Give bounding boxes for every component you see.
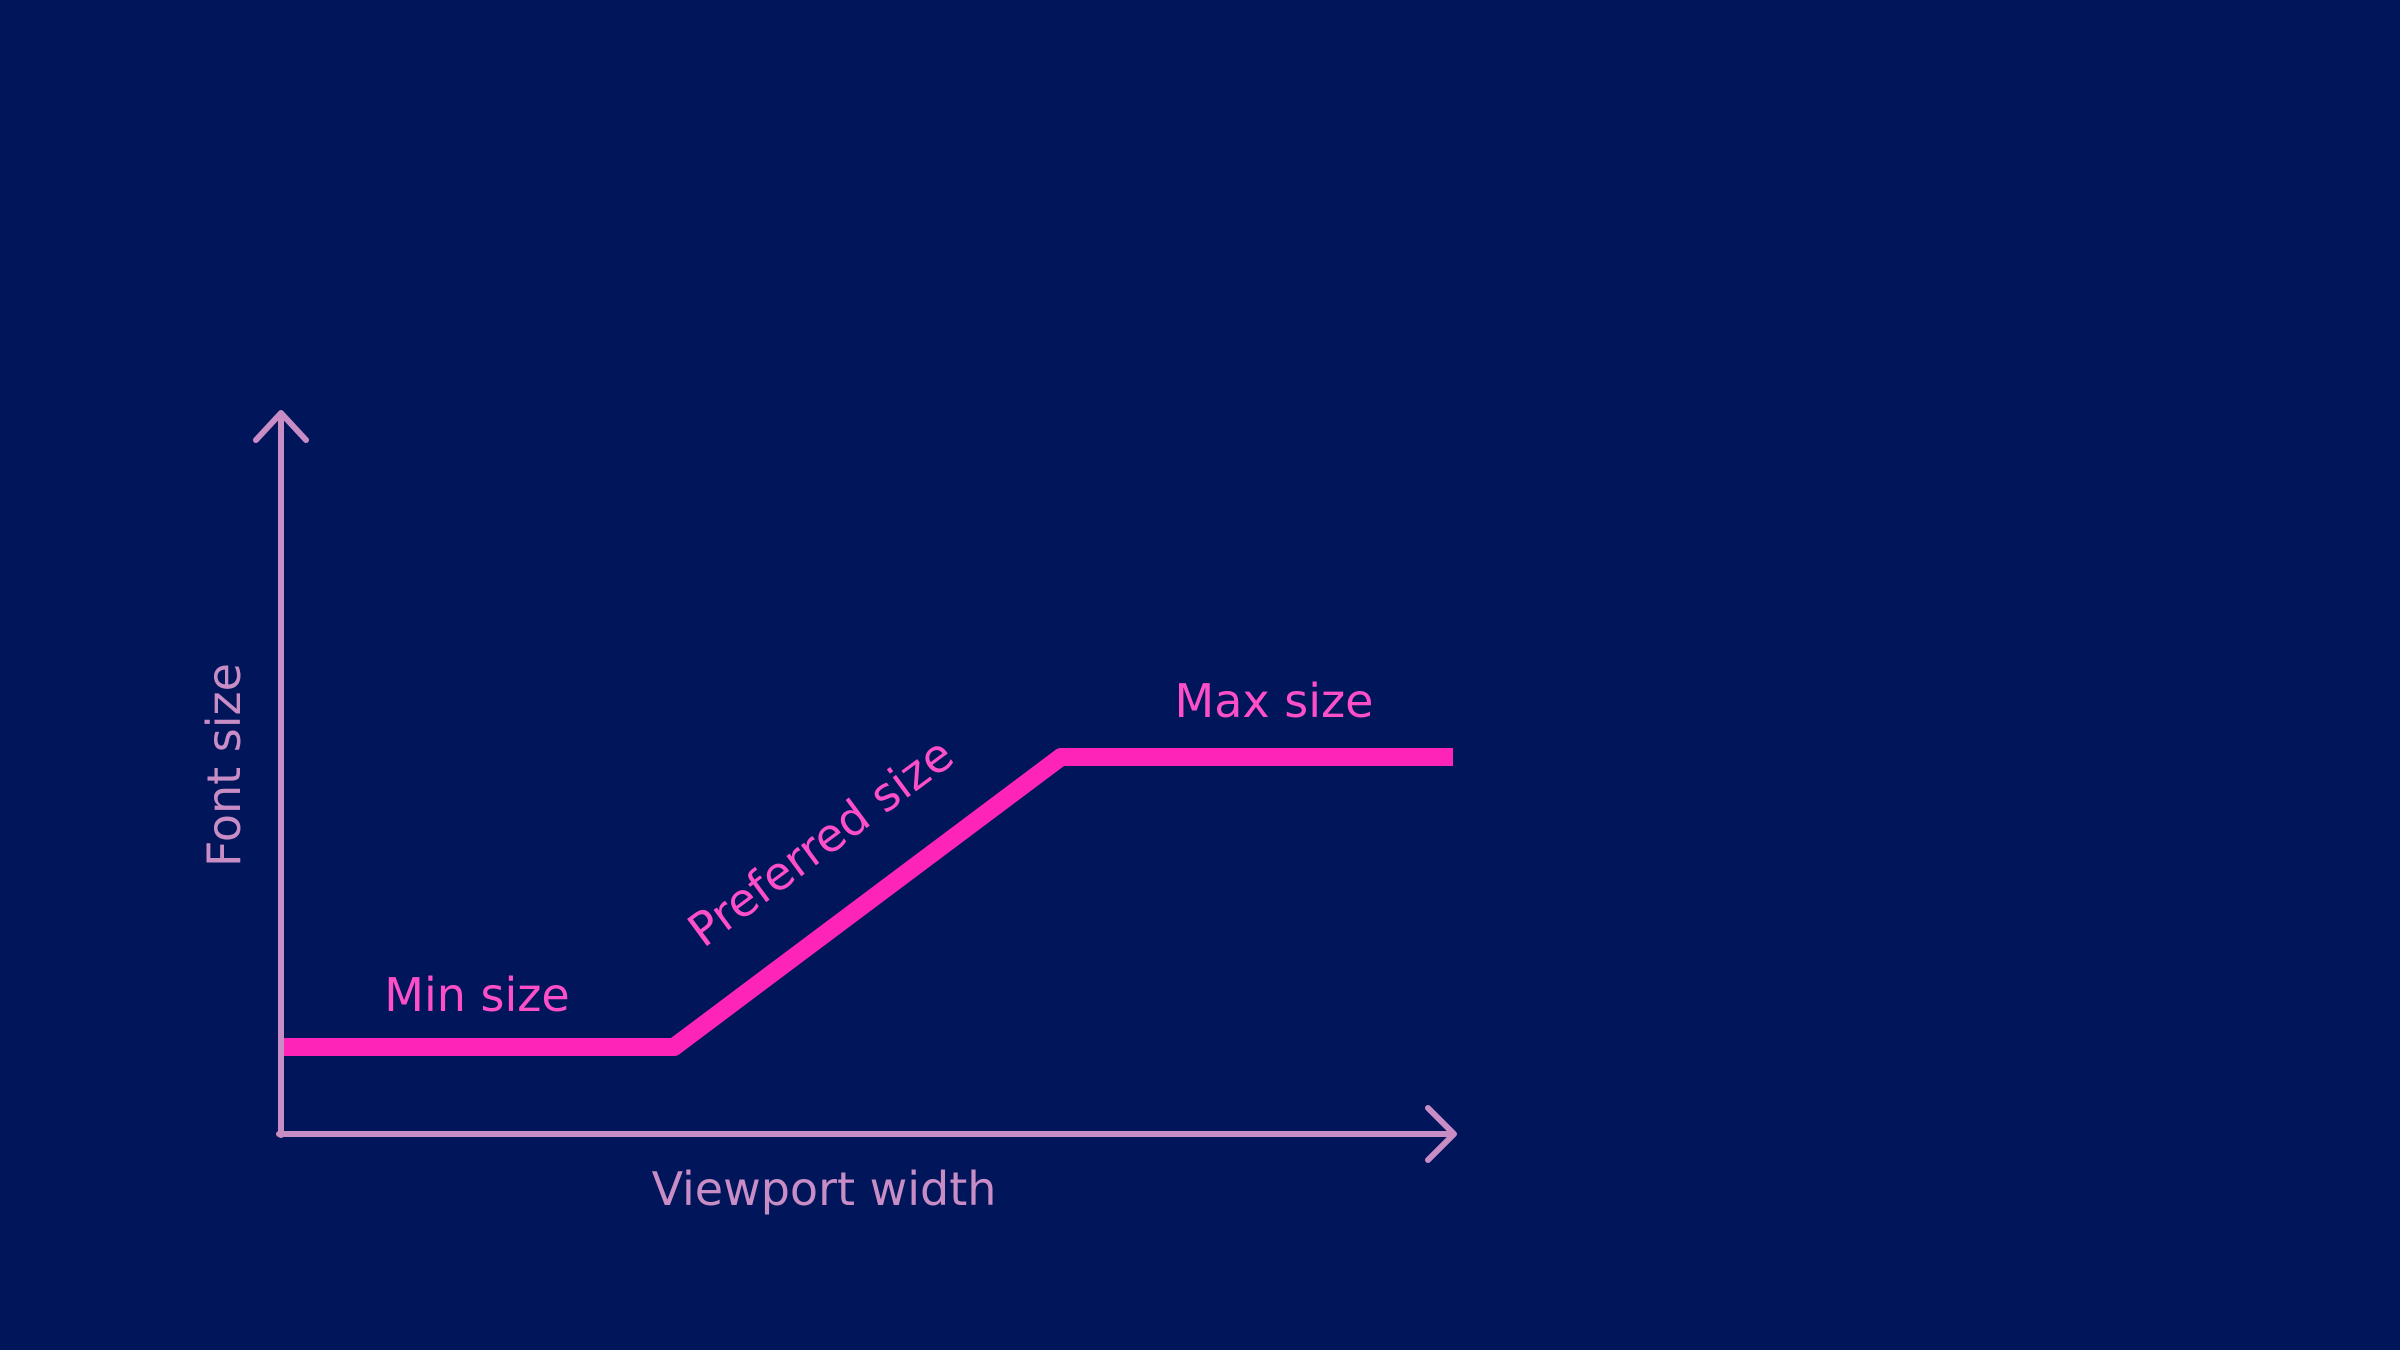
y-axis-arrowhead xyxy=(253,410,309,443)
x-axis-arrowhead xyxy=(1425,1105,1457,1163)
min-size-label: Min size xyxy=(384,968,569,1022)
max-size-label: Max size xyxy=(1175,674,1374,728)
y-axis-label: Font size xyxy=(197,663,251,867)
font-size-curve xyxy=(284,748,1453,1056)
x-axis-label: Viewport width xyxy=(652,1162,997,1216)
preferred-size-label: Preferred size xyxy=(678,727,963,958)
